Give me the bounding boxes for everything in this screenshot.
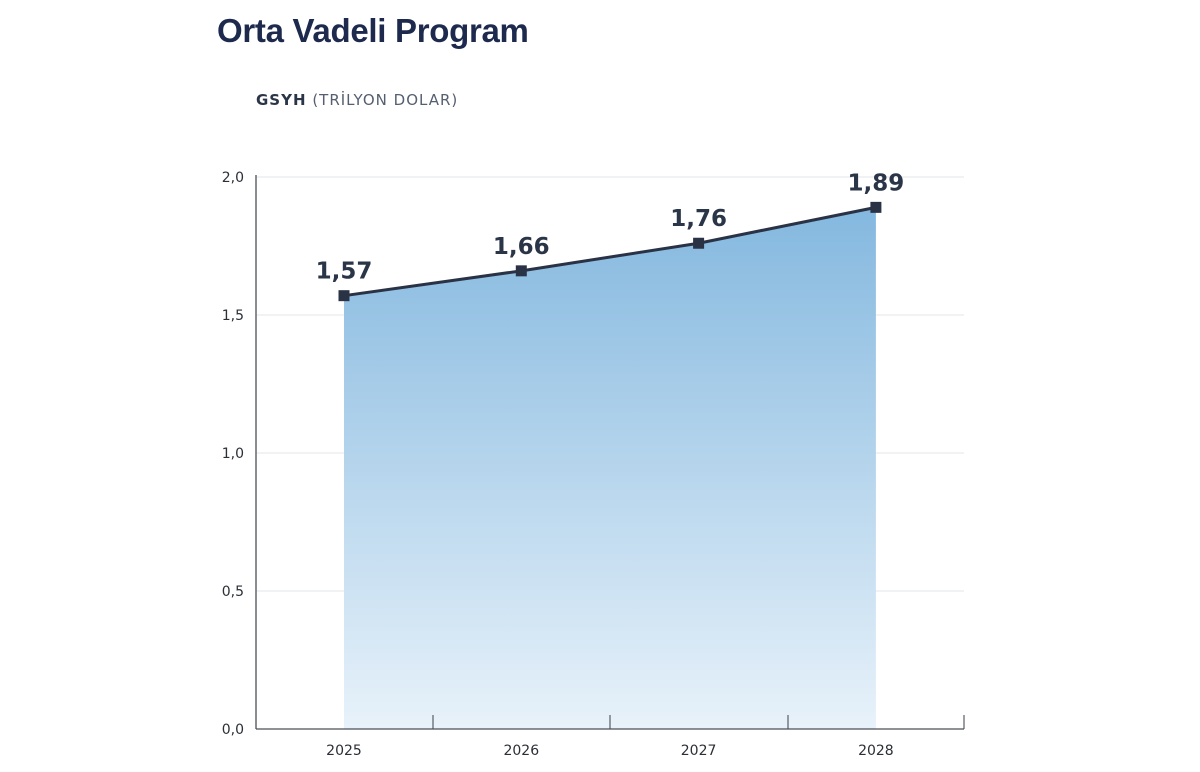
data-label-2027: 1,76	[670, 206, 727, 232]
x-tick-label-2026: 2026	[503, 743, 539, 759]
y-tick-label-3: 1,5	[222, 308, 244, 324]
y-tick-label-0: 0,0	[222, 722, 244, 738]
data-point-2025	[338, 290, 350, 302]
y-tick-label-2: 1,0	[222, 446, 244, 462]
x-tick-label-2028: 2028	[858, 743, 894, 759]
data-label-2028: 1,89	[848, 170, 905, 196]
data-point-2026	[515, 265, 527, 277]
area-fill	[344, 207, 876, 730]
tick-labels: 0,0 0,5 1,0 1,5 2,0 2025 2026 2027 2028	[222, 170, 894, 759]
y-tick-label-1: 0,5	[222, 584, 244, 600]
data-point-2027	[693, 237, 705, 249]
y-tick-label-4: 2,0	[222, 170, 244, 186]
area-fill-group	[344, 207, 876, 730]
series-line-group	[343, 205, 877, 298]
data-labels: 1,57 1,66 1,76 1,89	[316, 170, 905, 284]
series-line	[343, 205, 877, 298]
data-point-2028	[870, 201, 882, 213]
data-label-2026: 1,66	[493, 234, 550, 260]
markers	[338, 201, 882, 302]
subtitle-metric: GSYH	[256, 91, 307, 109]
subtitle-unit: (TRİLYON DOLAR)	[312, 91, 459, 109]
data-label-2025: 1,57	[316, 259, 373, 285]
chart-title: Orta Vadeli Program	[217, 12, 529, 49]
x-tick-label-2027: 2027	[681, 743, 717, 759]
chart-subtitle: GSYH (TRİLYON DOLAR)	[256, 91, 458, 109]
axes	[255, 175, 965, 730]
x-tick-label-2025: 2025	[326, 743, 362, 759]
